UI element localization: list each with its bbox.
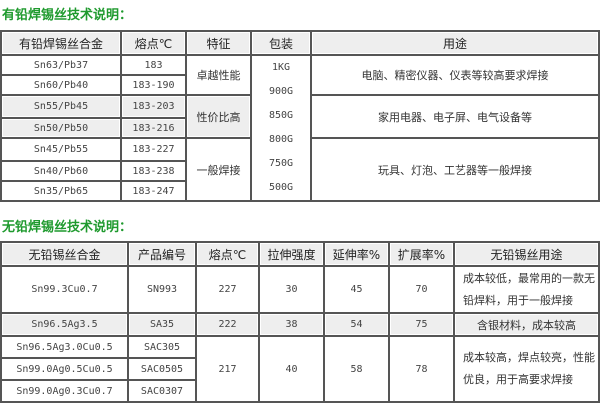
melt: 183-190 [120, 74, 187, 96]
alloy: Sn96.5Ag3.5 [0, 312, 129, 337]
alloy: Sn50/Pb50 [0, 117, 122, 139]
header-melt: 熔点℃ [195, 241, 260, 267]
melt: 183-247 [120, 180, 187, 202]
code: SA35 [127, 312, 197, 337]
section1-title: 有铅焊锡丝技术说明： [2, 8, 133, 23]
packaging: 1KG 900G 850G 800G 750G 500G [250, 54, 312, 202]
header-alloy: 无铅锡丝合金 [0, 241, 129, 267]
code: SAC305 [127, 335, 197, 359]
table-row: Sn96.5Ag3.5 SA35 222 38 54 75 含银材料，成本较高 [0, 312, 600, 337]
melt: 183-227 [120, 137, 187, 162]
melt: 217 [195, 335, 260, 403]
pack: 800G [268, 134, 294, 145]
header-spread: 扩展率% [388, 241, 455, 267]
pack: 850G [268, 110, 294, 121]
tensile: 30 [258, 265, 325, 314]
header-melt: 熔点℃ [120, 30, 187, 56]
pack: 900G [268, 86, 294, 97]
code: SAC0307 [127, 379, 197, 403]
alloy: Sn45/Pb55 [0, 137, 122, 162]
alloy: Sn99.3Cu0.7 [0, 265, 129, 314]
header-alloy: 有铅焊锡丝合金 [0, 30, 122, 56]
tensile: 40 [258, 335, 325, 403]
code: SN993 [127, 265, 197, 314]
code: SAC0505 [127, 357, 197, 381]
alloy: Sn35/Pb65 [0, 180, 122, 202]
spread: 78 [388, 335, 455, 403]
melt: 183-203 [120, 94, 187, 119]
section2-title: 无铅焊锡丝技术说明： [2, 220, 133, 235]
header-elongation: 延伸率% [323, 241, 390, 267]
use: 成本较低，最常用的一款无铅焊料，用于一般焊接 [453, 265, 600, 314]
alloy: Sn99.0Ag0.5Cu0.5 [0, 357, 129, 381]
elongation: 54 [323, 312, 390, 337]
lead-free-table: 无铅锡丝合金 产品编号 熔点℃ 拉伸强度 延伸率% 扩展率% 无铅锡丝用途 Sn… [0, 241, 600, 403]
alloy: Sn60/Pb40 [0, 74, 122, 96]
use: 成本较高，焊点较亮，性能优良，用于高要求焊接 [453, 335, 600, 403]
table-row: Sn99.3Cu0.7 SN993 227 30 45 70 成本较低，最常用的… [0, 265, 600, 314]
use: 家用电器、电子屏、电气设备等 [310, 94, 600, 139]
header-code: 产品编号 [127, 241, 197, 267]
spread: 70 [388, 265, 455, 314]
alloy: Sn99.0Ag0.3Cu0.7 [0, 379, 129, 403]
melt: 183 [120, 54, 187, 76]
header-packaging: 包装 [250, 30, 312, 56]
pack: 1KG [271, 62, 291, 73]
pack: 750G [268, 158, 294, 169]
tensile: 38 [258, 312, 325, 337]
use: 电脑、精密仪器、仪表等较高要求焊接 [310, 54, 600, 96]
melt: 222 [195, 312, 260, 337]
alloy: Sn55/Pb45 [0, 94, 122, 119]
melt: 183-238 [120, 160, 187, 182]
alloy: Sn63/Pb37 [0, 54, 122, 76]
melt: 183-216 [120, 117, 187, 139]
feature: 一般焊接 [185, 137, 252, 202]
elongation: 45 [323, 265, 390, 314]
use: 玩具、灯泡、工艺器等一般焊接 [310, 137, 600, 202]
pack: 500G [268, 182, 294, 193]
header-feature: 特征 [185, 30, 252, 56]
alloy: Sn96.5Ag3.0Cu0.5 [0, 335, 129, 359]
alloy: Sn40/Pb60 [0, 160, 122, 182]
leaded-table: 有铅焊锡丝合金 熔点℃ 特征 包装 用途 Sn63/Pb37 183 卓越性能 1… [0, 30, 600, 202]
melt: 227 [195, 265, 260, 314]
spread: 75 [388, 312, 455, 337]
use: 含银材料，成本较高 [453, 312, 600, 337]
header-use: 用途 [310, 30, 600, 56]
feature: 卓越性能 [185, 54, 252, 96]
elongation: 58 [323, 335, 390, 403]
feature: 性价比高 [185, 94, 252, 139]
header-use: 无铅锡丝用途 [453, 241, 600, 267]
header-tensile: 拉伸强度 [258, 241, 325, 267]
